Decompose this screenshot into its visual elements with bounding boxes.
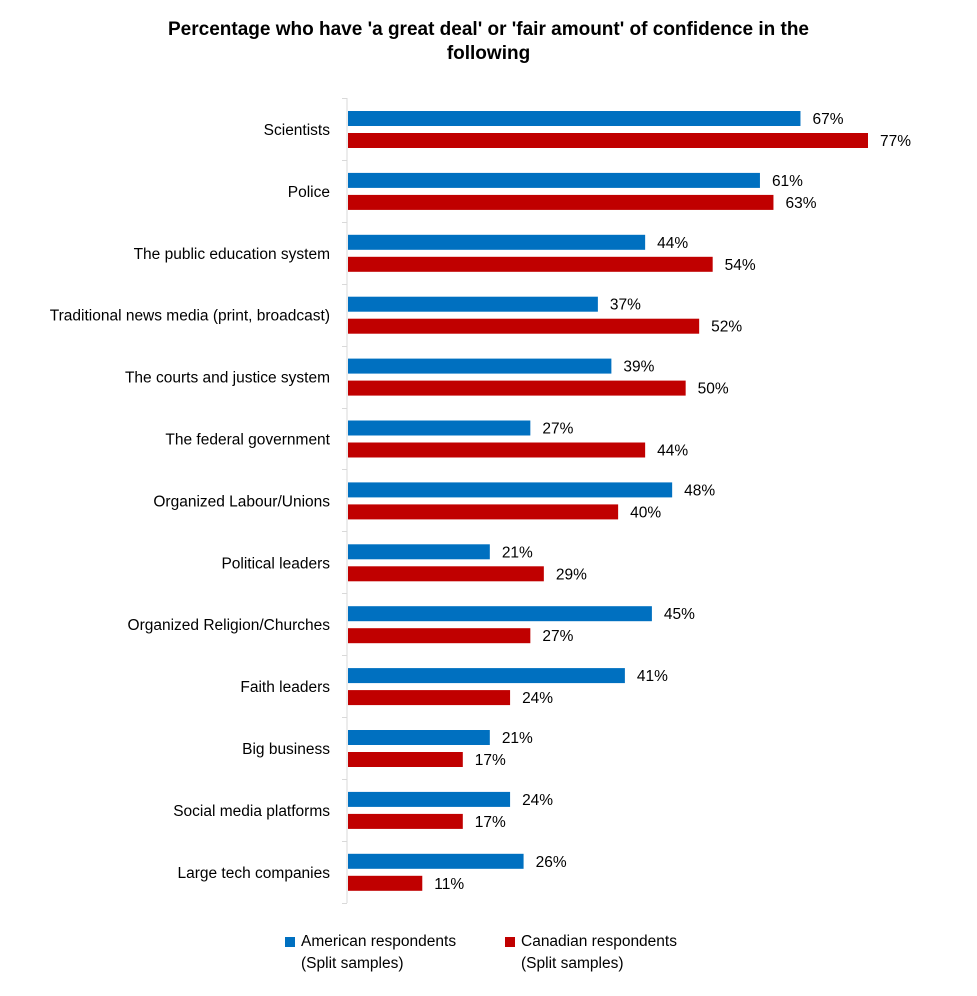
bar-american — [348, 234, 646, 250]
bar-american — [348, 172, 760, 188]
data-label-american: 26% — [536, 854, 567, 871]
data-label-american: 21% — [502, 544, 533, 561]
bar-canadian — [348, 690, 511, 706]
data-label-canadian: 11% — [434, 876, 464, 893]
data-label-american: 24% — [522, 792, 553, 809]
category-label: Political leaders — [221, 555, 330, 572]
data-label-american: 61% — [772, 173, 803, 190]
bar-american — [348, 791, 511, 807]
data-label-canadian: 50% — [698, 381, 729, 398]
legend-item-canadian: Canadian respondents (Split samples) — [505, 931, 677, 975]
data-label-canadian: 40% — [630, 504, 661, 521]
bar-canadian — [348, 752, 463, 767]
data-label-canadian: 17% — [475, 814, 506, 831]
category-label: Organized Religion/Churches — [128, 617, 331, 634]
labels-layer: Scientists 67% 77% Police 61% 63% The public e… — [50, 111, 912, 893]
category-label: Traditional news media (print, broadcast… — [50, 308, 330, 325]
bar-american — [348, 730, 490, 745]
category-label: Scientists — [264, 122, 331, 139]
category-label: Big business — [242, 741, 330, 758]
data-label-canadian: 63% — [785, 195, 816, 212]
bars-layer — [348, 111, 868, 891]
legend-swatch-american — [285, 937, 295, 947]
data-label-american: 67% — [812, 111, 843, 128]
bar-american — [348, 544, 490, 560]
category-label: Social media platforms — [173, 803, 330, 820]
category-label: Organized Labour/Unions — [153, 493, 330, 510]
chart-title-line-2: following — [446, 43, 531, 64]
legend-item-american: American respondents (Split samples) — [285, 931, 456, 975]
data-label-american: 44% — [657, 235, 688, 252]
data-label-canadian: 24% — [522, 690, 553, 707]
bar-canadian — [348, 628, 531, 644]
legend-label-american: American respondents (Split samples) — [301, 933, 457, 972]
bar-american — [348, 111, 801, 126]
bar-american — [348, 606, 652, 622]
bar-american — [348, 668, 625, 684]
chart-title: Percentage who have 'a great deal' or 'f… — [0, 18, 977, 66]
bar-canadian — [348, 256, 713, 272]
bar-american — [348, 853, 524, 869]
data-label-canadian: 29% — [556, 566, 587, 583]
bar-canadian — [348, 194, 774, 210]
bar-american — [348, 482, 673, 498]
bar-american — [348, 296, 598, 312]
bar-canadian — [348, 813, 463, 829]
data-label-american: 37% — [610, 297, 641, 314]
chart-title-line-1: Percentage who have 'a great deal' or 'f… — [168, 19, 809, 40]
data-label-canadian: 27% — [542, 628, 573, 645]
category-label: The public education system — [134, 246, 330, 263]
bar-chart-plot: Scientists 67% 77% Police 61% 63% The public e… — [50, 98, 912, 904]
bar-canadian — [348, 133, 868, 148]
data-label-american: 45% — [664, 606, 695, 623]
category-label: Faith leaders — [240, 679, 330, 696]
data-label-american: 21% — [502, 730, 533, 747]
bar-canadian — [348, 442, 646, 458]
category-label: Police — [288, 184, 330, 201]
data-label-canadian: 77% — [880, 133, 911, 150]
bar-canadian — [348, 380, 686, 396]
bar-canadian — [348, 318, 700, 334]
data-label-canadian: 54% — [725, 257, 756, 274]
legend-swatch-canadian — [505, 937, 515, 947]
bar-american — [348, 420, 531, 436]
data-label-canadian: 52% — [711, 319, 742, 336]
data-label-american: 41% — [637, 668, 668, 685]
axis-layer — [342, 98, 348, 904]
data-label-american: 39% — [623, 359, 654, 376]
data-label-american: 27% — [542, 421, 573, 438]
category-label: The courts and justice system — [125, 370, 330, 387]
bar-american — [348, 358, 612, 374]
data-label-canadian: 44% — [657, 443, 688, 460]
data-label-american: 48% — [684, 482, 715, 499]
bar-canadian — [348, 566, 544, 582]
data-label-canadian: 17% — [475, 752, 506, 769]
legend: American respondents (Split samples) Can… — [285, 931, 885, 981]
bar-canadian — [348, 875, 423, 891]
legend-label-canadian: Canadian respondents (Split samples) — [521, 933, 677, 972]
bar-canadian — [348, 504, 619, 520]
category-label: Large tech companies — [177, 865, 330, 882]
category-label: The federal government — [165, 432, 330, 449]
